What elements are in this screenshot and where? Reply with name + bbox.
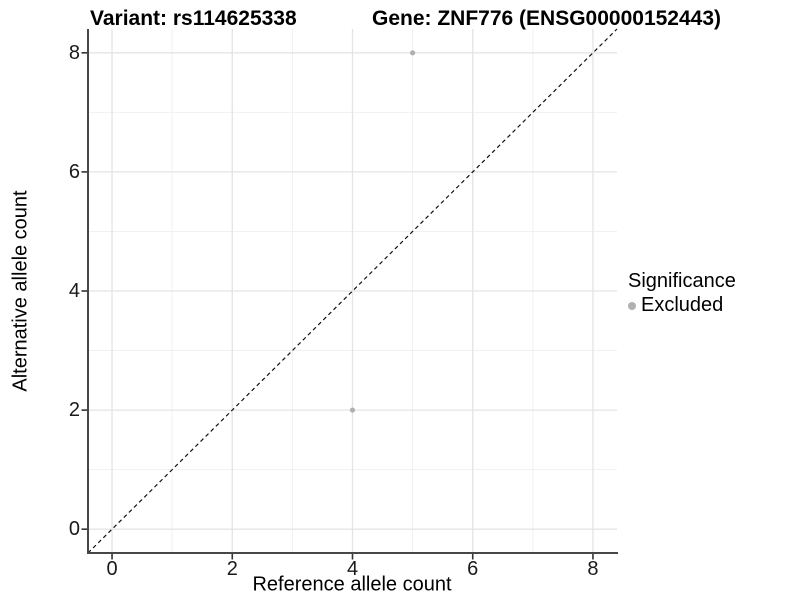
x-tick-label: 8: [587, 558, 599, 580]
y-tick-label: 4: [68, 280, 80, 302]
x-tick-label: 6: [467, 558, 479, 580]
y-tick-label: 0: [68, 518, 80, 541]
identity-dashed-line: [87, 28, 618, 554]
x-axis-title: Reference allele count: [252, 573, 452, 596]
legend-title: Significance: [628, 270, 736, 292]
excluded-point-icon: [628, 301, 636, 310]
y-tick-label: 6: [68, 160, 80, 183]
data-point: [349, 407, 356, 413]
legend: Significance Excluded: [628, 270, 736, 317]
x-tick-label: 0: [106, 558, 118, 580]
x-tick-label: 4: [346, 558, 359, 580]
x-tick-label: 2: [226, 558, 238, 580]
data-point: [410, 50, 416, 56]
y-tick-label: 2: [68, 399, 80, 422]
gene-title: Gene: ZNF776 (ENSG00000152443): [372, 7, 722, 30]
y-axis-title: Alternative allele count: [9, 190, 32, 392]
legend-item-label: Excluded: [641, 294, 724, 316]
y-tick-label: 8: [68, 41, 80, 64]
variant-title: Variant: rs114625338: [90, 7, 297, 30]
legend-item-excluded: Excluded: [628, 294, 736, 317]
